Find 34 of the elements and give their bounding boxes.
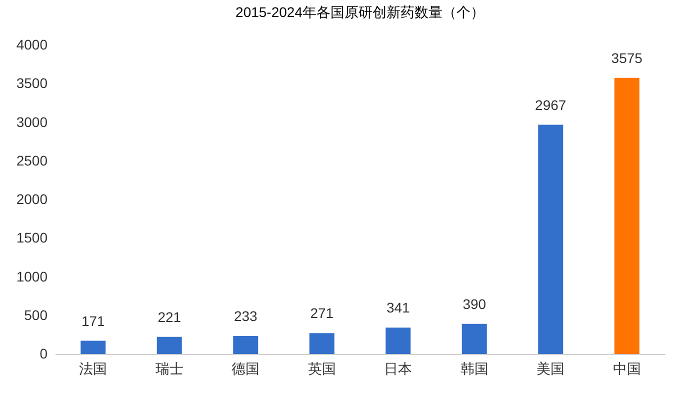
bar xyxy=(80,340,106,354)
y-tick-label: 4000 xyxy=(16,36,48,52)
x-tick-label: 中国 xyxy=(612,360,641,376)
y-tick-label: 3000 xyxy=(16,114,48,130)
x-tick-label: 美国 xyxy=(536,360,565,376)
y-tick-label: 500 xyxy=(24,306,48,323)
x-tick-label: 瑞士 xyxy=(155,360,184,376)
bar xyxy=(156,336,182,354)
bar xyxy=(614,78,640,354)
x-tick-label: 韩国 xyxy=(460,360,488,376)
y-tick-label: 2000 xyxy=(16,191,48,207)
data-label: 233 xyxy=(234,308,258,324)
x-tick-label: 英国 xyxy=(308,360,336,376)
data-label: 271 xyxy=(310,305,334,322)
bar xyxy=(462,324,487,354)
bar xyxy=(309,333,334,354)
data-label: 390 xyxy=(462,296,486,312)
y-tick-label: 0 xyxy=(40,346,48,362)
data-label: 171 xyxy=(81,312,106,329)
x-tick-label: 日本 xyxy=(384,360,412,376)
bar xyxy=(386,328,411,354)
y-tick-label: 3500 xyxy=(16,75,48,92)
data-label: 341 xyxy=(386,300,410,316)
bar xyxy=(538,124,564,354)
x-tick-label: 法国 xyxy=(79,360,108,376)
y-tick-label: 1000 xyxy=(16,268,48,284)
x-tick-label: 德国 xyxy=(232,360,260,376)
data-label: 3575 xyxy=(611,50,643,66)
data-label: 2967 xyxy=(535,96,566,113)
bar xyxy=(233,336,258,354)
data-label: 221 xyxy=(158,308,182,325)
y-tick-label: 2500 xyxy=(16,152,48,168)
chart-title: 2015-2024年各国原研创新药数量（个） xyxy=(236,4,484,20)
y-tick-label: 1500 xyxy=(16,230,48,246)
